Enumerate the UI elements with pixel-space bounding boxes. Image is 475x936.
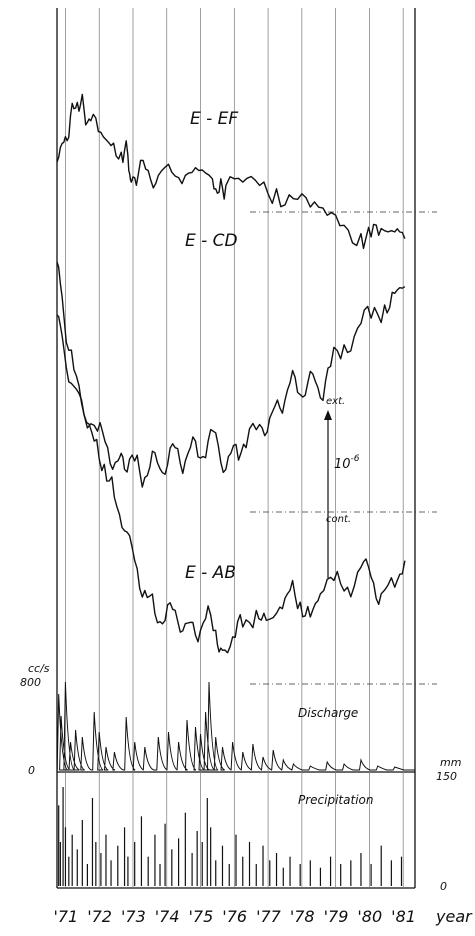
x-tick-label: '76 — [222, 907, 247, 926]
scale-bar-value-label: 10-6 — [334, 454, 360, 472]
x-tick-labels: '71 '72 '73 '74 '75 '76 '77 '78 '79 '80 '81 — [53, 907, 416, 926]
x-tick-label: '72 — [87, 907, 112, 926]
x-tick-label: '79 — [324, 907, 349, 926]
x-tick-label: '77 — [256, 907, 282, 926]
series-label-ab: E - AB — [185, 563, 236, 583]
x-tick-label: '75 — [189, 907, 214, 926]
x-tick-label: '81 — [391, 907, 416, 926]
precipitation-label: Precipitation — [298, 793, 373, 807]
discharge-panel — [56, 681, 415, 771]
scale-bar: ext. 10-6 cont. — [324, 396, 360, 578]
scale-bar-bottom-label: cont. — [326, 514, 351, 525]
year-gridlines — [65, 8, 404, 888]
strain-series — [56, 93, 406, 654]
scale-bar-arrow — [324, 410, 332, 420]
precipitation-panel — [58, 787, 403, 886]
x-tick-label: '80 — [357, 907, 382, 926]
x-tick-label: '74 — [155, 907, 180, 926]
x-tick-label: '78 — [290, 907, 315, 926]
discharge-tick-0: 0 — [28, 764, 35, 777]
discharge-unit-label: cc/s — [28, 662, 50, 675]
precipitation-tick-0: 0 — [440, 880, 447, 893]
series-line-0 — [56, 93, 406, 250]
series-label-ef: E - EF — [190, 109, 238, 129]
reference-lines — [250, 211, 437, 685]
precipitation-unit-label: mm — [440, 756, 461, 769]
x-tick-label: '71 — [53, 907, 78, 926]
x-axis-label: year — [435, 907, 473, 926]
precipitation-tick-150: 150 — [436, 770, 457, 783]
scale-bar-top-label: ext. — [326, 396, 345, 407]
discharge-label: Discharge — [298, 706, 358, 720]
discharge-line — [56, 681, 415, 771]
series-line-2 — [56, 261, 406, 654]
series-line-1 — [56, 286, 406, 488]
discharge-tick-800: 800 — [20, 676, 41, 689]
series-label-cd: E - CD — [185, 231, 238, 251]
x-tick-label: '73 — [121, 907, 146, 926]
